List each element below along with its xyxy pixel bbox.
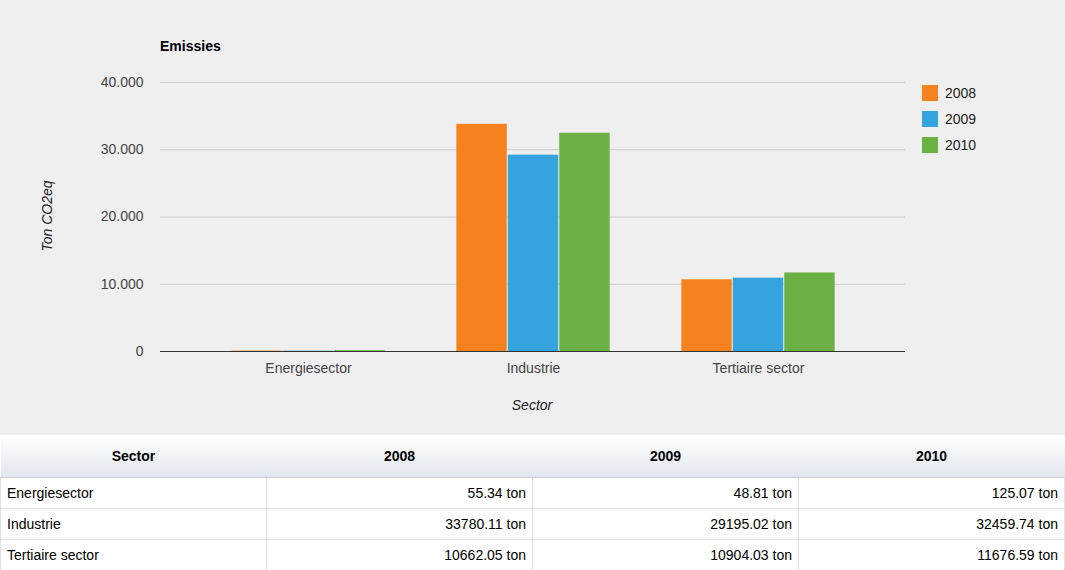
html-text:11676.59 ton: 11676.59 ton xyxy=(977,547,1058,563)
html-text:2008: 2008 xyxy=(383,448,416,464)
html-text:2010: 2010 xyxy=(915,448,948,464)
html-text:Tertiaire sector: Tertiaire sector xyxy=(7,547,99,563)
svg-text:Tertiaire sector: Tertiaire sector xyxy=(713,360,805,376)
svg-text:Energiesector: Energiesector xyxy=(265,360,352,376)
html-text:Sector: Sector xyxy=(511,397,553,413)
html-text:Industrie: Industrie xyxy=(7,516,61,532)
html-text:Emissies: Emissies xyxy=(160,38,221,54)
html-text:2010: 2010 xyxy=(945,137,977,153)
svg-text:20.000: 20.000 xyxy=(101,208,144,224)
svg-text:Industrie: Industrie xyxy=(507,360,561,376)
svg-text:0: 0 xyxy=(136,343,144,359)
html-text:55.34 ton: 55.34 ton xyxy=(467,485,526,501)
html-text:2009: 2009 xyxy=(945,111,977,127)
html-text:48.81 ton: 48.81 ton xyxy=(733,485,792,501)
svg-text:30.000: 30.000 xyxy=(101,141,144,157)
html-text:125.07 ton: 125.07 ton xyxy=(991,485,1058,501)
html-text:Ton CO2eq: Ton CO2eq xyxy=(39,180,55,252)
svg-text:40.000: 40.000 xyxy=(101,74,144,90)
html-text:2008: 2008 xyxy=(945,85,977,101)
html-text:Sector: Sector xyxy=(111,448,156,464)
html-text:2009: 2009 xyxy=(649,448,682,464)
html-text:33780.11 ton: 33780.11 ton xyxy=(445,516,526,532)
html-text:29195.02 ton: 29195.02 ton xyxy=(710,516,792,532)
html-text:32459.74 ton: 32459.74 ton xyxy=(976,516,1058,532)
html-text:10904.03 ton: 10904.03 ton xyxy=(710,547,792,563)
svg-text:10.000: 10.000 xyxy=(101,276,144,292)
html-text:Energiesector: Energiesector xyxy=(7,485,94,501)
html-text:10662.05 ton: 10662.05 ton xyxy=(444,547,526,563)
